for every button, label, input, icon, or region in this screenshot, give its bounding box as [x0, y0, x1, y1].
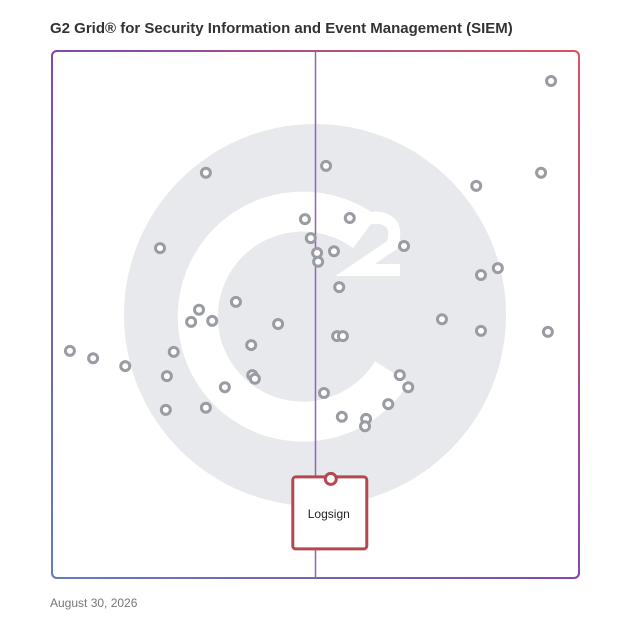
- product-dot: [199, 166, 212, 179]
- product-dot: [229, 295, 242, 308]
- product-dot: [206, 314, 219, 327]
- watermark-g: [177, 191, 409, 442]
- product-dot: [398, 239, 411, 252]
- product-dot: [359, 420, 372, 433]
- product-dot: [327, 245, 340, 258]
- product-dot: [304, 232, 317, 245]
- product-dot: [248, 372, 261, 385]
- product-dot: [474, 324, 487, 337]
- product-dot: [343, 212, 356, 225]
- product-dot: [317, 387, 330, 400]
- chart-title: G2 Grid® for Security Information and Ev…: [50, 20, 513, 37]
- product-dot: [63, 344, 76, 357]
- product-dot: [474, 268, 487, 281]
- product-dot: [470, 179, 483, 192]
- product-dot: [119, 360, 132, 373]
- product-dot: [160, 370, 173, 383]
- product-dot: [185, 315, 198, 328]
- featured-pin: [323, 471, 338, 486]
- featured-label: Logsign: [308, 507, 350, 521]
- product-dot: [193, 303, 206, 316]
- product-dot: [272, 317, 285, 330]
- product-dot: [545, 75, 558, 88]
- product-dot: [298, 213, 311, 226]
- product-dot: [535, 166, 548, 179]
- product-dot: [167, 345, 180, 358]
- product-dot: [491, 262, 504, 275]
- date: August 30, 2026: [50, 596, 138, 610]
- product-dot: [393, 369, 406, 382]
- product-dot: [402, 381, 415, 394]
- product-dot: [218, 381, 231, 394]
- product-dot: [333, 281, 346, 294]
- product-dot: [154, 242, 167, 255]
- product-dot: [87, 352, 100, 365]
- product-dot: [336, 330, 349, 343]
- product-dot: [199, 401, 212, 414]
- product-dot: [435, 313, 448, 326]
- product-dot: [335, 410, 348, 423]
- watermark-2: [335, 211, 401, 276]
- product-dot: [382, 398, 395, 411]
- product-dot: [541, 325, 554, 338]
- product-dot: [312, 255, 325, 268]
- product-dot: [320, 159, 333, 172]
- product-dot: [245, 339, 258, 352]
- product-dot: [159, 403, 172, 416]
